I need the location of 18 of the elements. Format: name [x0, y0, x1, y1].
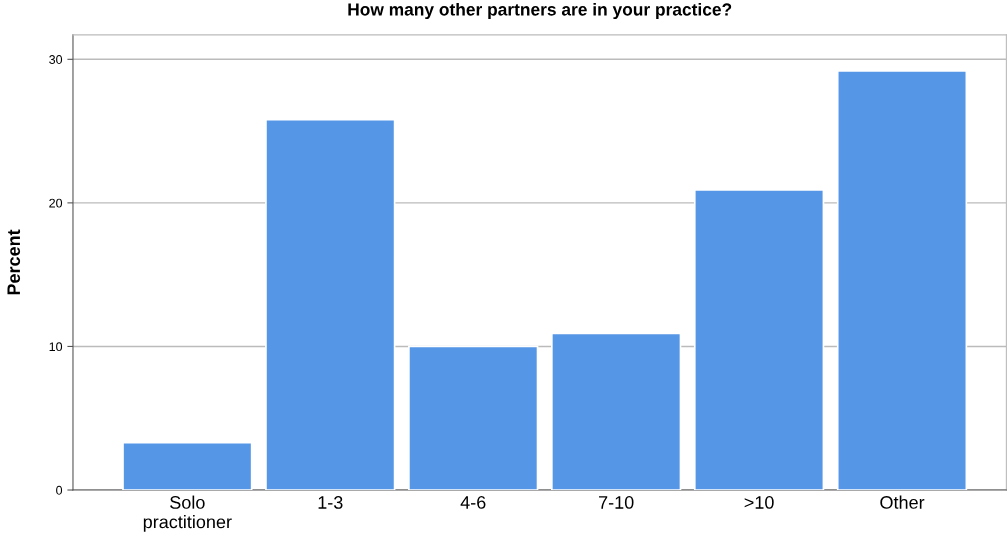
x-tick-label: Other	[880, 495, 925, 509]
bar	[693, 189, 825, 491]
bar	[408, 345, 539, 491]
x-tick-label: 1-3	[318, 496, 343, 509]
y-tick-label: 30	[49, 55, 63, 64]
y-tick-label: 10	[49, 342, 63, 352]
x-tick-label: 4-6	[460, 496, 486, 509]
y-axis-title: Percent	[7, 229, 21, 295]
y-tick-label: 20	[49, 198, 63, 208]
x-tick-label: 7-10	[599, 496, 634, 509]
bar	[836, 69, 968, 491]
bar	[122, 441, 253, 491]
bar	[550, 332, 682, 491]
x-tick-label: >10	[744, 496, 774, 509]
bar	[265, 118, 396, 491]
x-tick-label: Solo practitioner	[143, 495, 232, 532]
chart-title: How many other partners are in your practice?	[348, 2, 732, 20]
y-tick-label: 0	[56, 485, 63, 495]
